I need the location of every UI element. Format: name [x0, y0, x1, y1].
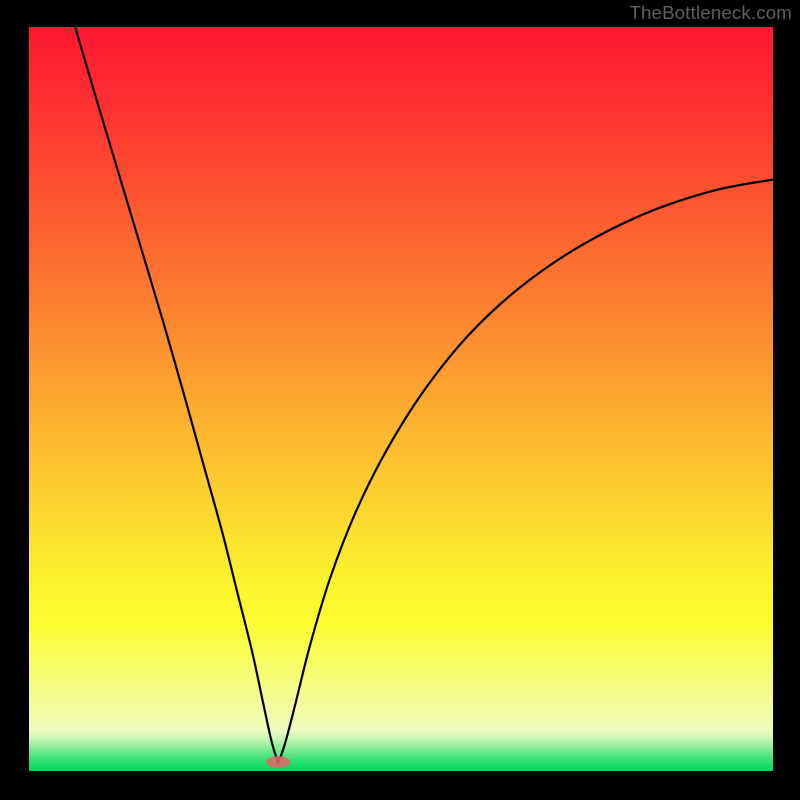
curve-right-branch	[278, 180, 773, 764]
watermark-text: TheBottleneck.com	[629, 2, 792, 24]
bottleneck-curve	[29, 27, 773, 771]
curve-left-branch	[75, 27, 278, 764]
chart-plot-area	[29, 27, 773, 771]
curve-minimum-marker	[266, 756, 290, 768]
